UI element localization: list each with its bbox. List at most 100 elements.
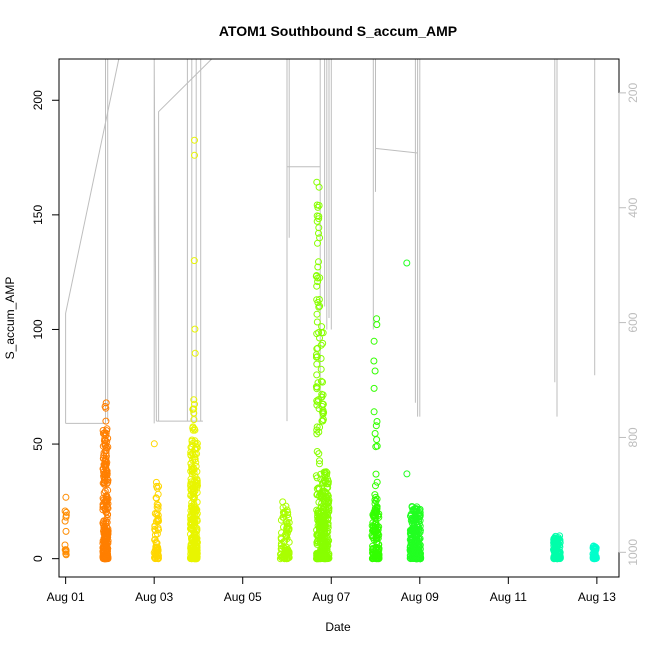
scatter-point (280, 509, 288, 517)
scatter-point (589, 550, 597, 558)
y2-tick-label: 600 (626, 312, 640, 332)
x-tick-label: Aug 09 (401, 590, 439, 604)
scatter-point (372, 508, 380, 515)
scatter-point (285, 519, 293, 527)
scatter-point (368, 522, 376, 530)
scatter-point (191, 151, 198, 159)
scatter-point (313, 397, 321, 405)
scatter-point (191, 426, 199, 434)
scatter-point (317, 552, 325, 560)
scatter-point (153, 550, 161, 558)
scatter-point (323, 471, 331, 479)
scatter-point (313, 423, 321, 431)
scatter-point (193, 484, 201, 492)
scatter-point (154, 490, 162, 498)
scatter-point (103, 550, 111, 558)
line-segment (65, 59, 120, 424)
scatter-point (102, 552, 110, 559)
scatter-point (371, 430, 379, 437)
scatter-point (590, 545, 598, 553)
scatter-point (282, 502, 290, 510)
x-axis-label: Date (325, 620, 351, 634)
scatter-point (61, 517, 69, 525)
scatter-point (372, 546, 380, 554)
scatter-point (313, 318, 321, 326)
scatter-point (282, 533, 290, 540)
scatter-point (192, 538, 200, 546)
scatter-point (312, 353, 320, 361)
scatter-point (192, 462, 200, 470)
scatter-point (313, 360, 321, 368)
y-tick-label: 150 (31, 205, 45, 225)
scatter-point (315, 329, 323, 336)
scatter-point (277, 545, 285, 553)
scatter-point (191, 349, 199, 357)
scatter-point (101, 476, 108, 484)
scatter-point (315, 450, 323, 458)
scatter-point (313, 330, 321, 338)
x-tick-label: Aug 01 (47, 590, 85, 604)
scatter-point (316, 460, 323, 468)
scatter-point (323, 545, 331, 553)
scatter-point (316, 423, 324, 431)
scatter-point (193, 477, 201, 484)
scatter-point (371, 496, 379, 504)
scatter-point (318, 323, 326, 331)
scatter-point (315, 202, 323, 209)
scatter-point (315, 258, 322, 266)
y2-axis: 200 400 600 800 1000 (618, 83, 640, 566)
scatter-point (372, 482, 379, 490)
scatter-point (150, 440, 158, 448)
scatter-point (315, 224, 323, 232)
scatter-point (373, 321, 381, 329)
scatter-point (373, 436, 381, 444)
x-tick-label: Aug 13 (578, 590, 616, 604)
scatter-point (316, 234, 324, 242)
scatter-point (313, 448, 321, 455)
scatter-point (373, 418, 381, 425)
scatter-point (322, 497, 329, 505)
y-tick-label: 200 (31, 90, 45, 110)
scatter-point (374, 548, 382, 556)
scatter-point (412, 508, 420, 516)
scatter-point (100, 465, 107, 473)
scatter-point (191, 136, 198, 144)
scatter-point (371, 491, 379, 499)
scatter-point (319, 378, 326, 386)
scatter-point (62, 527, 70, 535)
scatter-point (62, 493, 70, 501)
scatter-point (313, 430, 321, 438)
scatter-point (317, 341, 325, 349)
scatter-point (102, 417, 110, 425)
scatter-point (373, 503, 381, 511)
scatter-point (102, 527, 110, 535)
scatter-point (318, 390, 326, 398)
scatter-point (103, 467, 111, 475)
scatter-point (284, 509, 292, 516)
scatter-point (62, 511, 70, 519)
scatter-point (371, 367, 379, 375)
line-segment (375, 147, 418, 154)
scatter-point (314, 203, 322, 211)
scatter-point (319, 339, 327, 347)
scatter-point (154, 544, 162, 551)
scatter-point (188, 518, 195, 526)
y-axis-label: S_accum_AMP (3, 277, 17, 360)
scatter-point (102, 404, 110, 412)
scatter-point (153, 530, 161, 538)
scatter-point (102, 555, 110, 563)
scatter-point (276, 555, 284, 563)
scatter-point (312, 383, 320, 391)
y2-tick-label: 200 (626, 83, 640, 103)
scatter-point (322, 468, 330, 476)
scatter-point (552, 550, 560, 558)
scatter-point (403, 470, 411, 478)
scatter-point (151, 555, 159, 563)
scatter-point (190, 396, 198, 404)
line-series (65, 59, 596, 424)
scatter-point (553, 544, 561, 551)
scatter-point (283, 525, 291, 533)
scatter-point (191, 437, 199, 445)
x-tick-label: Aug 07 (312, 590, 350, 604)
